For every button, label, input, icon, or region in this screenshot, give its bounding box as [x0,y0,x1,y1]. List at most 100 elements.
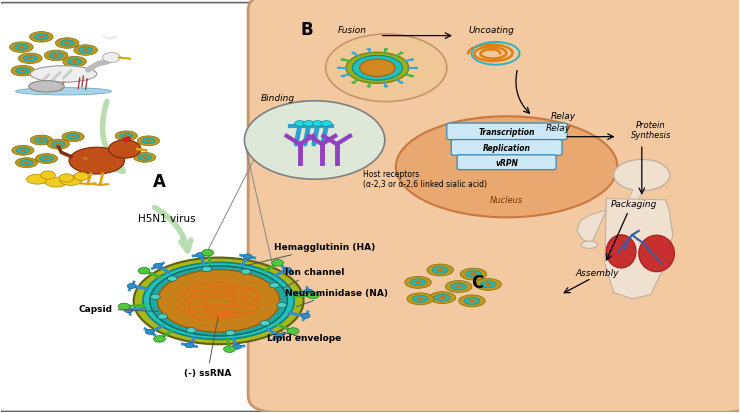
Ellipse shape [20,160,33,166]
Circle shape [142,157,147,159]
Circle shape [307,292,319,299]
Ellipse shape [44,51,68,62]
Circle shape [470,273,477,276]
Ellipse shape [79,156,92,162]
Circle shape [27,57,33,61]
Circle shape [304,290,313,294]
Circle shape [151,294,160,300]
Polygon shape [576,211,606,244]
Ellipse shape [18,54,42,64]
Circle shape [417,297,423,301]
Text: A: A [153,173,166,191]
Circle shape [202,267,212,272]
Circle shape [196,253,205,258]
Ellipse shape [78,48,92,54]
Text: Transcription: Transcription [479,128,535,136]
Circle shape [337,67,341,70]
Ellipse shape [120,133,133,140]
Text: Replication: Replication [482,144,531,152]
Ellipse shape [16,158,38,168]
Circle shape [146,140,151,143]
Circle shape [439,296,445,300]
Ellipse shape [412,296,428,303]
Ellipse shape [30,136,53,145]
Ellipse shape [143,263,295,339]
Circle shape [303,121,314,127]
Ellipse shape [115,144,138,154]
Circle shape [366,86,371,88]
Ellipse shape [429,292,456,304]
Circle shape [44,158,50,161]
Ellipse shape [34,35,48,41]
Circle shape [410,59,414,62]
Circle shape [384,49,388,51]
Circle shape [455,285,462,289]
Text: Binding: Binding [260,94,295,103]
Ellipse shape [346,53,408,84]
Ellipse shape [47,140,70,150]
Circle shape [153,336,165,342]
Circle shape [24,162,30,165]
Ellipse shape [16,148,30,154]
Ellipse shape [427,264,454,276]
Ellipse shape [396,117,617,218]
Circle shape [384,86,388,88]
Circle shape [244,102,385,180]
Text: H5N1 virus: H5N1 virus [138,214,195,224]
Circle shape [83,158,88,161]
Ellipse shape [360,60,395,77]
Text: Assembly: Assembly [576,268,619,277]
Circle shape [283,268,292,273]
Ellipse shape [149,266,287,336]
Circle shape [186,328,196,333]
Circle shape [72,61,78,64]
Ellipse shape [67,134,80,140]
Circle shape [127,284,136,289]
Ellipse shape [405,277,431,289]
Ellipse shape [36,154,58,164]
Text: Neuraminidase (NA): Neuraminidase (NA) [285,288,388,307]
Text: Packaging: Packaging [611,200,658,209]
Ellipse shape [75,154,97,164]
Ellipse shape [67,59,81,66]
Circle shape [326,35,447,102]
Circle shape [410,76,414,78]
Text: Lipid envelope: Lipid envelope [266,332,341,342]
Text: (-) ssRNA: (-) ssRNA [184,317,231,377]
Text: Capsid: Capsid [78,304,158,313]
Circle shape [414,281,421,285]
Circle shape [153,264,162,269]
FancyBboxPatch shape [457,155,556,170]
Ellipse shape [451,283,467,290]
Ellipse shape [56,39,79,49]
Text: Host receptors
(α-2,3 or α-2,6 linked sialic acid): Host receptors (α-2,3 or α-2,6 linked si… [363,169,487,189]
Ellipse shape [69,148,124,175]
Text: Relay: Relay [551,112,576,121]
Circle shape [277,303,286,308]
Ellipse shape [74,46,98,56]
Circle shape [241,269,251,275]
Circle shape [414,67,418,70]
Ellipse shape [60,176,82,186]
Circle shape [399,52,403,55]
Circle shape [74,173,89,181]
Ellipse shape [134,258,303,344]
Circle shape [59,174,74,183]
Ellipse shape [63,57,87,68]
Text: Hemagglutinin (HA): Hemagglutinin (HA) [246,243,375,266]
Ellipse shape [432,267,448,274]
Ellipse shape [45,178,67,188]
Circle shape [352,52,356,55]
Circle shape [83,49,89,52]
Circle shape [20,150,26,152]
Ellipse shape [10,43,33,53]
Polygon shape [605,199,673,299]
Text: Uncoating: Uncoating [469,26,515,35]
Circle shape [340,59,345,62]
Ellipse shape [16,68,30,75]
Circle shape [167,276,177,282]
Circle shape [437,268,443,272]
FancyBboxPatch shape [248,0,740,412]
Circle shape [64,42,70,45]
Ellipse shape [158,270,280,332]
